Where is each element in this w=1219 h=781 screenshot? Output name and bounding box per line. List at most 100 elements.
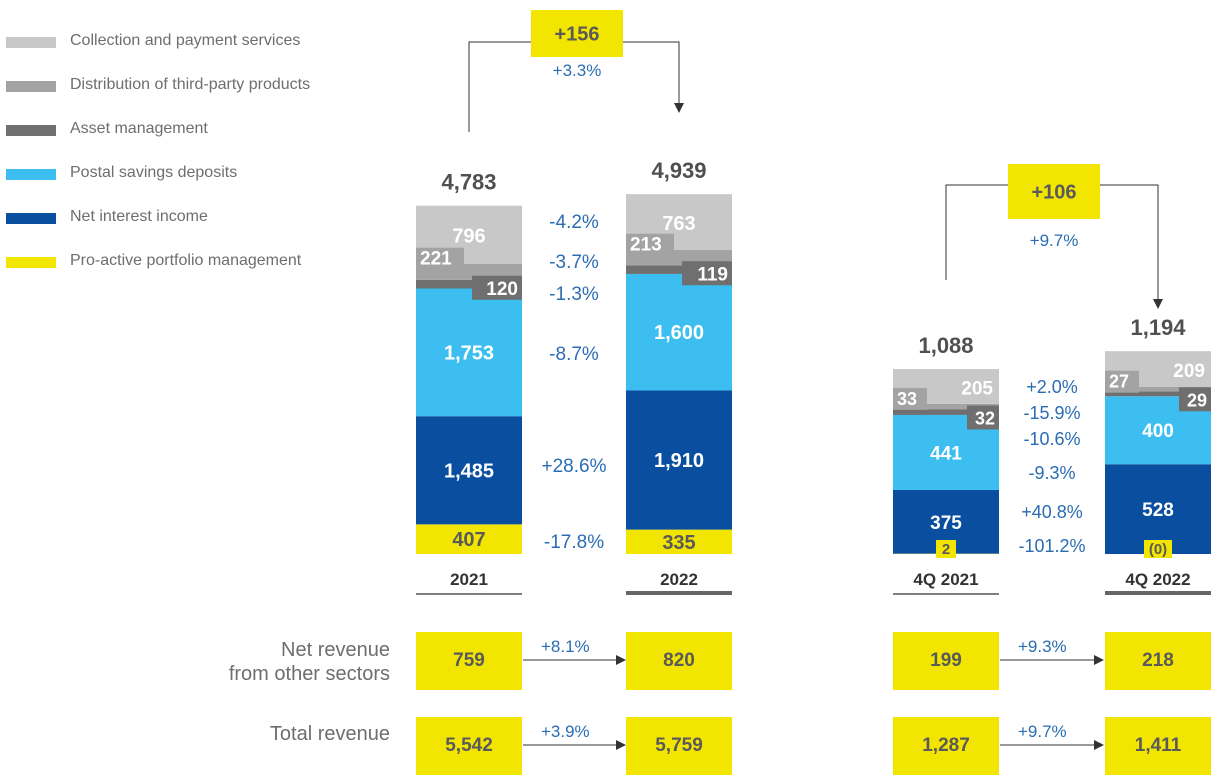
total-revenue-2022-box: 5,759: [626, 717, 732, 775]
label-tag: [893, 387, 927, 410]
data-label: 763: [662, 213, 695, 235]
data-label: 209: [1173, 361, 1205, 382]
legend-swatch: [6, 81, 56, 92]
bar-total-label: 1,194: [1130, 315, 1186, 340]
legend-label: Net interest income: [70, 208, 208, 225]
bar-segment: [416, 416, 522, 525]
percent-change-label: -3.7%: [549, 252, 599, 273]
data-label: 32: [975, 409, 995, 429]
data-label: (0): [1149, 541, 1167, 558]
data-label: 221: [420, 249, 452, 270]
data-label: 1,600: [654, 322, 704, 344]
legend-swatch: [6, 213, 56, 224]
bar-segment: [1105, 386, 1211, 392]
percent-change-label: -17.8%: [544, 532, 604, 553]
row-label-line1: Net revenue: [281, 639, 390, 661]
data-label: 335: [662, 532, 695, 554]
delta-value: +106: [1031, 182, 1076, 204]
bar-total-label: 4,783: [441, 170, 496, 195]
legend-label: Collection and payment services: [70, 32, 301, 49]
bar-segment: [416, 288, 522, 417]
net-revenue-4q2022-box: 218: [1105, 632, 1211, 690]
legend-label: Pro-active portfolio management: [70, 252, 302, 269]
legend-swatch: [6, 169, 56, 180]
data-label: 33: [897, 389, 917, 409]
delta-connector-left: [468, 41, 531, 132]
bar-segment: [1105, 464, 1211, 554]
percent-change-label: -4.2%: [549, 212, 599, 233]
percent-change-label: -8.7%: [549, 344, 599, 365]
data-label: 441: [930, 443, 962, 464]
label-tag: [1179, 387, 1211, 412]
bar-total-label: 4,939: [651, 158, 706, 183]
data-label: 29: [1187, 390, 1207, 410]
net-revenue-annual-pct: +8.1%: [541, 637, 590, 656]
delta-box: [1008, 164, 1100, 219]
net-revenue-2022-box: 820: [626, 632, 732, 690]
category-label: 2022: [660, 570, 698, 589]
total-revenue-4q2022-box: 1,411: [1105, 717, 1211, 775]
bar-segment: [626, 529, 732, 554]
label-tag: [626, 233, 674, 256]
data-label: 205: [961, 378, 993, 399]
delta-connector-right: [623, 41, 684, 113]
bar-segment: [893, 409, 999, 415]
percent-change-label: -15.9%: [1023, 403, 1080, 423]
small-value-tag: [1144, 540, 1172, 558]
delta-value: +156: [554, 24, 599, 46]
bar-segment: [416, 524, 522, 554]
row-label-line2: from other sectors: [228, 663, 390, 685]
data-label: 213: [630, 235, 662, 256]
delta-connector-right: [1100, 184, 1163, 309]
bar-total-label: 1,088: [918, 333, 973, 358]
bar-segment: [1105, 391, 1211, 397]
percent-change-label: +2.0%: [1026, 377, 1078, 397]
data-label: 2: [942, 541, 950, 558]
total-revenue-2021-box: 5,542: [416, 717, 522, 775]
net-revenue-2021-box: 759: [416, 632, 522, 690]
data-label: 120: [486, 279, 518, 300]
data-label: 1,485: [444, 460, 494, 482]
data-label: 1,753: [444, 342, 494, 364]
label-tag: [967, 405, 999, 430]
delta-connector-left: [945, 184, 1008, 280]
bar-segment: [893, 403, 999, 410]
net-revenue-4q2021-box: 199: [893, 632, 999, 690]
legend-label: Asset management: [70, 120, 208, 137]
data-label: 27: [1109, 372, 1129, 392]
category-label: 4Q 2022: [1125, 570, 1190, 589]
label-tag: [1105, 370, 1139, 393]
percent-change-label: -9.3%: [1028, 463, 1075, 483]
delta-box: [531, 10, 623, 57]
row-label-line1: Total revenue: [269, 723, 390, 745]
category-label: 4Q 2021: [913, 570, 978, 589]
legend-swatch: [6, 257, 56, 268]
category-label: 2021: [450, 570, 488, 589]
label-tag: [682, 261, 732, 286]
percent-change-label: +40.8%: [1021, 502, 1083, 522]
net-revenue-quarterly-pct: +9.3%: [1018, 637, 1067, 656]
data-label: 119: [697, 264, 728, 285]
label-tag: [416, 247, 464, 270]
data-label: 796: [452, 226, 485, 248]
bar-segment: [626, 265, 732, 274]
percent-change-label: -101.2%: [1018, 536, 1085, 556]
bar-segment: [626, 390, 732, 530]
data-label: 1,910: [654, 450, 704, 472]
percent-change-label: -1.3%: [549, 284, 599, 305]
label-tag: [472, 275, 522, 300]
delta-percent: +3.3%: [553, 61, 602, 80]
bar-segment: [626, 273, 732, 391]
legend-label: Distribution of third-party products: [70, 76, 311, 93]
total-revenue-quarterly-pct: +9.7%: [1018, 722, 1067, 741]
legend-swatch: [6, 125, 56, 136]
row-label-net-revenue: Net revenue from other sectors: [120, 638, 390, 686]
small-value-tag: [936, 540, 956, 558]
delta-percent: +9.7%: [1030, 231, 1079, 250]
row-label-total-revenue: Total revenue: [120, 722, 390, 746]
percent-change-label: +28.6%: [542, 456, 607, 477]
total-revenue-annual-pct: +3.9%: [541, 722, 590, 741]
legend-label: Postal savings deposits: [70, 164, 238, 181]
total-revenue-4q2021-box: 1,287: [893, 717, 999, 775]
